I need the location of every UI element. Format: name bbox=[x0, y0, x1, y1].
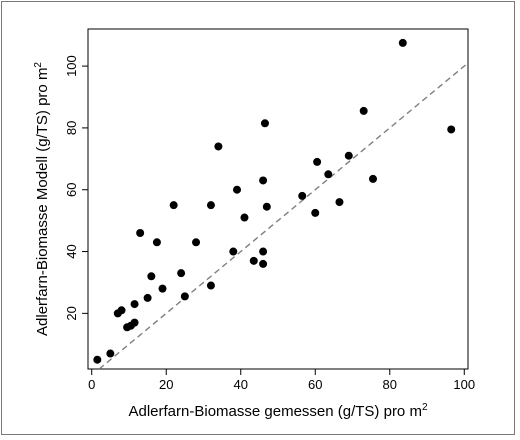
data-point bbox=[398, 38, 407, 47]
data-point bbox=[344, 151, 353, 160]
y-axis-title: Adlerfarn-Biomasse Modell (g/TS) pro m2 bbox=[33, 62, 51, 336]
data-point bbox=[106, 349, 115, 358]
data-point bbox=[262, 202, 271, 211]
data-point bbox=[324, 170, 333, 179]
data-point bbox=[169, 201, 178, 210]
y-tick-label: 20 bbox=[64, 306, 79, 320]
data-point bbox=[259, 259, 268, 268]
data-points bbox=[93, 38, 456, 364]
data-point bbox=[229, 247, 238, 256]
x-tick-label: 20 bbox=[159, 377, 173, 392]
data-point bbox=[233, 185, 242, 194]
x-axis-title: Adlerfarn-Biomasse gemessen (g/TS) pro m… bbox=[129, 402, 428, 420]
x-tick-label: 0 bbox=[88, 377, 95, 392]
x-tick-label: 100 bbox=[453, 377, 475, 392]
data-point bbox=[147, 272, 156, 281]
plot-area-box bbox=[87, 28, 469, 370]
data-point bbox=[298, 191, 307, 200]
figure-frame bbox=[1, 1, 515, 435]
data-point bbox=[152, 238, 161, 247]
data-point bbox=[249, 256, 258, 265]
y-axis: 20 40 60 80 100 bbox=[64, 55, 88, 321]
x-axis: 0 20 40 60 80 100 bbox=[88, 369, 475, 392]
data-point bbox=[240, 213, 249, 222]
data-point bbox=[359, 106, 368, 115]
data-point bbox=[130, 300, 139, 309]
y-tick-label: 100 bbox=[64, 55, 79, 77]
data-point bbox=[335, 198, 344, 207]
data-point bbox=[206, 281, 215, 290]
data-point bbox=[143, 293, 152, 302]
y-tick-label: 60 bbox=[64, 182, 79, 196]
data-point bbox=[313, 157, 322, 166]
data-point bbox=[177, 269, 186, 278]
data-point bbox=[260, 119, 269, 128]
data-point bbox=[214, 142, 223, 151]
data-point bbox=[206, 201, 215, 210]
data-point bbox=[259, 247, 268, 256]
data-point bbox=[447, 125, 456, 134]
data-point bbox=[130, 318, 139, 327]
x-tick-label: 80 bbox=[383, 377, 397, 392]
data-point bbox=[369, 174, 377, 183]
reference-line bbox=[98, 62, 469, 370]
data-point bbox=[93, 355, 102, 364]
data-point bbox=[259, 176, 268, 185]
x-tick-label: 60 bbox=[308, 377, 322, 392]
data-point bbox=[136, 229, 145, 237]
data-point bbox=[180, 292, 189, 301]
data-point bbox=[158, 284, 167, 293]
y-tick-label: 80 bbox=[64, 121, 79, 135]
x-tick-label: 40 bbox=[234, 377, 248, 392]
data-point bbox=[311, 208, 320, 217]
data-point bbox=[192, 238, 201, 247]
y-tick-label: 40 bbox=[64, 244, 79, 258]
data-point bbox=[117, 306, 126, 315]
